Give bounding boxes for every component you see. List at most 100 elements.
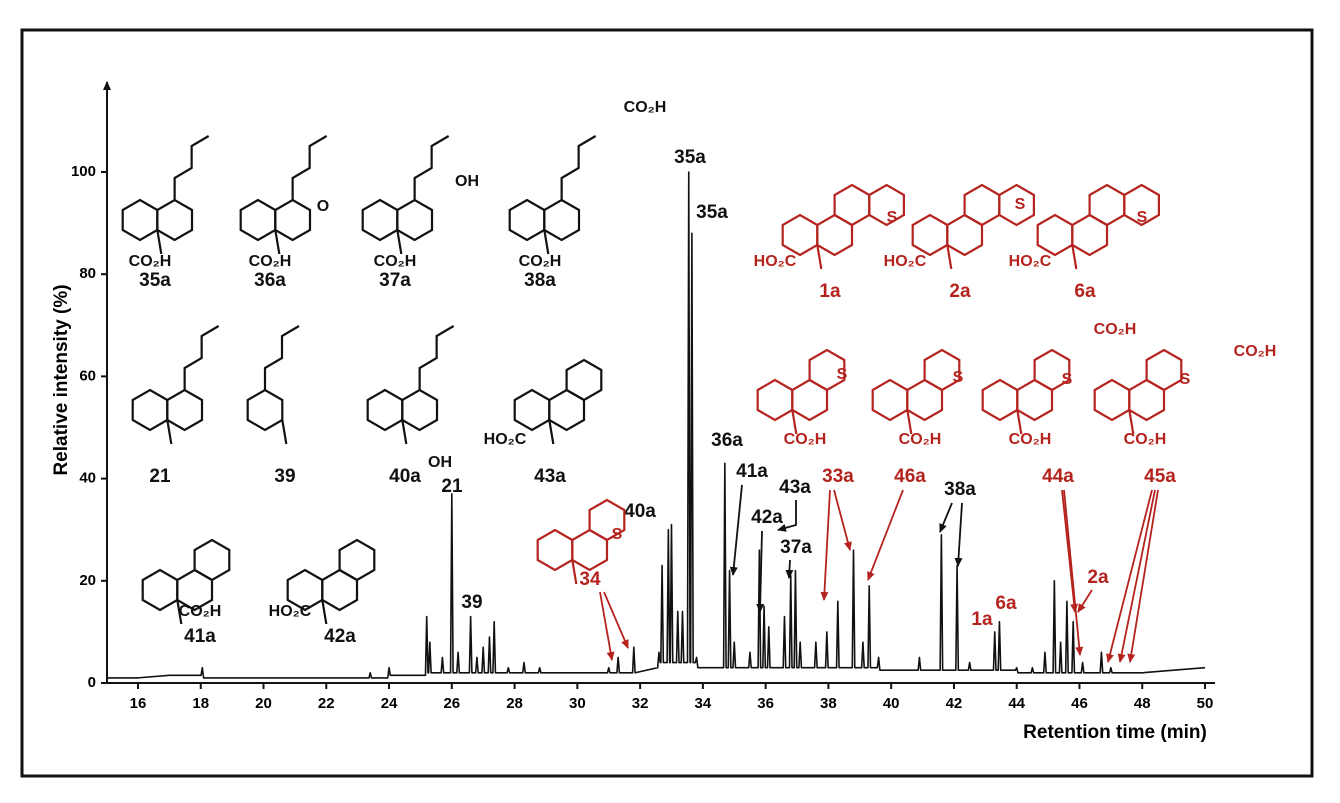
annotation: 37a <box>780 537 812 558</box>
ring <box>963 183 1001 227</box>
group-label: HO₂C <box>484 431 527 448</box>
group-label: CO₂H <box>1094 321 1137 338</box>
annotation-arrow <box>833 489 852 551</box>
ring <box>513 388 551 432</box>
annotation-arrow <box>954 502 963 567</box>
x-tick-label: 22 <box>318 695 335 712</box>
ring <box>508 198 546 242</box>
side-chain <box>413 135 450 200</box>
x-tick-label: 30 <box>569 695 586 712</box>
ring <box>1036 213 1074 257</box>
group-label: CO₂H <box>899 431 942 448</box>
x-tick-label: 34 <box>695 695 712 712</box>
ring <box>998 183 1035 227</box>
ring <box>981 378 1019 422</box>
annotation-arrow <box>756 530 765 613</box>
annotation-arrow <box>1127 489 1159 663</box>
group-label: CO₂H <box>519 253 562 270</box>
ring <box>401 388 439 432</box>
annotation-arrow <box>939 502 953 533</box>
ring <box>536 528 574 572</box>
ring <box>361 198 399 242</box>
structure-label: 6a <box>1074 281 1096 302</box>
ring <box>923 348 961 392</box>
y-tick-label: 40 <box>79 470 96 487</box>
group-label: S <box>837 366 848 383</box>
structure-label: 34 <box>579 569 601 590</box>
bond <box>816 244 823 270</box>
ring <box>833 183 871 227</box>
ring <box>366 388 404 432</box>
bond <box>396 229 403 255</box>
ring <box>543 198 581 242</box>
group-label: CO₂H <box>374 253 417 270</box>
x-tick-label: 44 <box>1008 695 1025 712</box>
group-label: S <box>1062 371 1073 388</box>
ring <box>871 378 909 422</box>
structure-label: 37a <box>379 270 411 291</box>
annotation-arrow <box>1077 589 1093 613</box>
structure-label: 39 <box>274 466 295 487</box>
annotation: 1a <box>971 609 993 630</box>
x-tick-label: 28 <box>506 695 523 712</box>
ring <box>246 388 284 432</box>
group-label: O <box>317 198 329 215</box>
annotation-arrow <box>1061 489 1079 613</box>
bond <box>176 599 183 625</box>
annotation: 35a <box>696 202 728 223</box>
annotation: 42a <box>751 507 783 528</box>
side-chain <box>183 325 220 390</box>
annotation: 36a <box>711 430 743 451</box>
bond <box>1016 409 1023 435</box>
group-label: CO₂H <box>1124 431 1167 448</box>
group-label: HO₂C <box>754 253 797 270</box>
side-chain <box>560 135 597 200</box>
annotation-arrow <box>820 489 831 601</box>
group-label: CO₂H <box>129 253 172 270</box>
ring <box>781 213 819 257</box>
group-label: CO₂H <box>1009 431 1052 448</box>
structure-label: 1a <box>819 281 841 302</box>
ring <box>274 198 312 242</box>
bond <box>791 409 798 435</box>
bond <box>548 419 555 445</box>
annotation: 44a <box>1042 466 1074 487</box>
structure-label: 35a <box>139 270 171 291</box>
side-chain <box>263 325 300 390</box>
group-label: HO₂C <box>884 253 927 270</box>
annotation-arrow <box>1117 489 1156 663</box>
bond <box>1071 244 1078 270</box>
ring <box>1123 183 1160 227</box>
y-tick-label: 60 <box>79 367 96 384</box>
structure-label: 38a <box>524 270 556 291</box>
structure-label: 2a <box>949 281 971 302</box>
group-label: S <box>1015 196 1026 213</box>
y-tick-label: 80 <box>79 265 96 282</box>
bond <box>156 229 163 255</box>
group-label: CO₂H <box>249 253 292 270</box>
ring <box>121 198 159 242</box>
x-tick-label: 38 <box>820 695 837 712</box>
annotation: 43a <box>779 477 811 498</box>
group-label: S <box>887 209 898 226</box>
structure-label: 42a <box>324 626 356 647</box>
x-tick-label: 50 <box>1197 695 1214 712</box>
ring <box>338 538 376 582</box>
group-label: CO₂H <box>1234 343 1277 360</box>
ring <box>1145 348 1183 392</box>
x-tick-label: 40 <box>883 695 900 712</box>
group-label: S <box>1137 209 1148 226</box>
annotation: 33a <box>822 466 854 487</box>
x-tick-label: 20 <box>255 695 272 712</box>
annotation: 21 <box>441 476 463 497</box>
trace <box>106 171 1206 679</box>
y-tick-label: 100 <box>71 163 96 180</box>
side-chain <box>291 135 328 200</box>
ring <box>141 568 179 612</box>
bond <box>1128 409 1135 435</box>
y-tick-label: 20 <box>79 572 96 589</box>
group-label: CO₂H <box>624 99 667 116</box>
annotation: 2a <box>1087 567 1109 588</box>
bond <box>401 419 408 445</box>
ring <box>565 358 603 402</box>
